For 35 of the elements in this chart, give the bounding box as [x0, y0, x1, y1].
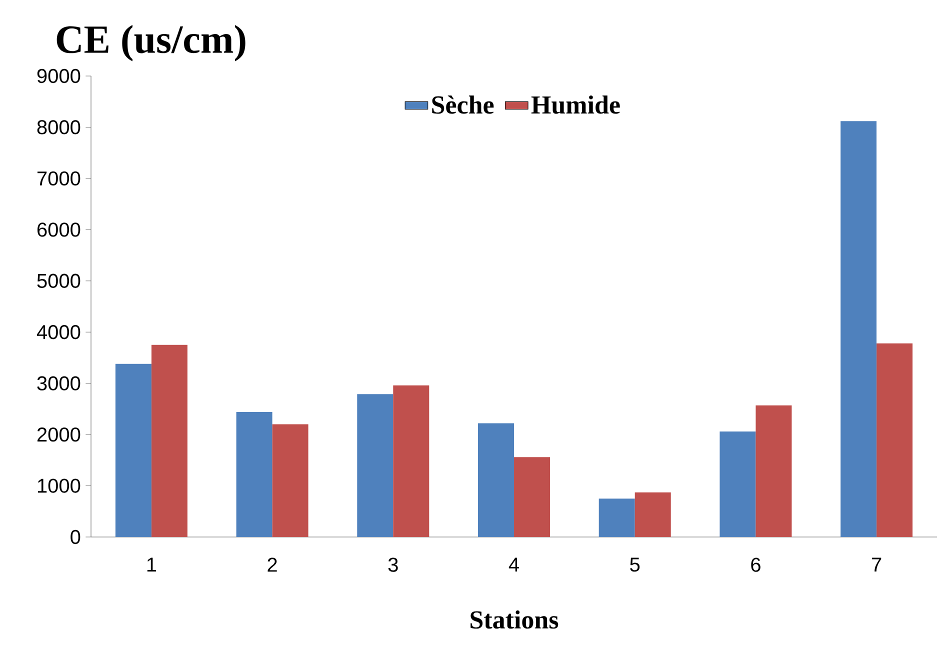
y-tick-label: 8000 [37, 120, 80, 134]
y-tick-label: 2000 [37, 427, 80, 442]
y-tick-label: 1000 [38, 478, 80, 493]
bar [151, 344, 188, 537]
y-tick-label: 7000 [37, 171, 80, 186]
bar [876, 343, 913, 537]
y-axis-title: CE (us/cm) [56, 25, 246, 62]
x-tick-label: 6 [751, 558, 760, 572]
bar [236, 412, 272, 537]
bar [634, 492, 671, 537]
y-tick-label: 9000 [37, 68, 80, 84]
bar [478, 423, 514, 537]
bar [357, 394, 394, 537]
x-tick-label: 5 [630, 558, 640, 572]
y-tick-label: 0 [70, 530, 80, 544]
bar [598, 498, 635, 537]
x-tick-label: 7 [872, 558, 882, 572]
bar [756, 405, 792, 537]
x-tick-label: 1 [147, 558, 156, 572]
x-tick-label: 4 [508, 558, 519, 572]
bar [840, 121, 877, 537]
y-tick-label: 3000 [37, 376, 80, 390]
bar [393, 385, 430, 537]
bar [115, 364, 152, 537]
x-tick-label: 3 [388, 558, 398, 572]
x-axis-title: Stations [470, 610, 558, 629]
y-tick-label: 5000 [37, 274, 80, 288]
y-tick-label: 4000 [36, 325, 80, 340]
bar [272, 424, 308, 537]
legend-label: Humide [531, 95, 620, 114]
bar [720, 431, 756, 537]
x-tick-label: 2 [268, 558, 277, 572]
bar [514, 457, 550, 537]
legend-label: Sèche [432, 95, 494, 114]
y-tick-label: 6000 [37, 222, 80, 237]
